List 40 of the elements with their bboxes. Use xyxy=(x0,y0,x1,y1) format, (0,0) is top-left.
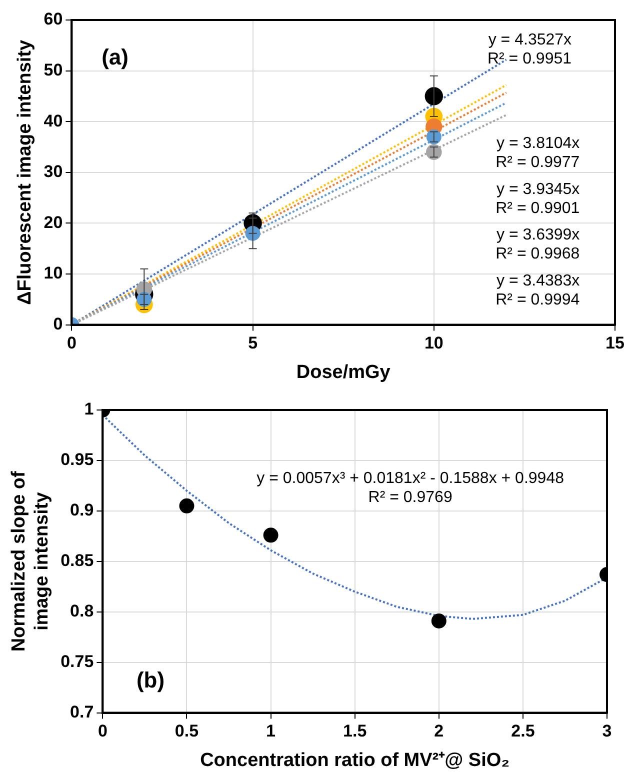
point xyxy=(426,129,442,144)
x-tick-label: 2 xyxy=(434,722,444,741)
annotation: y = 3.4383x R² = 0.9994 xyxy=(496,272,580,308)
y-tick-label: 40 xyxy=(44,111,63,130)
point xyxy=(424,87,444,106)
y-tick-label: 0.8 xyxy=(70,602,94,621)
annotation: y = 0.0057x³ + 0.0181x² - 0.1588x + 0.9948 R² = 0.9769 xyxy=(256,470,564,506)
y-axis-title: Normalized slope of image intensity xyxy=(8,470,52,652)
y-tick-label: 1 xyxy=(84,400,94,419)
y-axis-title: ΔFluorescent image intensity xyxy=(14,40,36,305)
annotation: (b) xyxy=(136,667,165,692)
x-tick-label: 3 xyxy=(602,722,612,741)
annotation: y = 4.3527x R² = 0.9951 xyxy=(487,32,572,68)
annotation: (a) xyxy=(102,44,128,70)
y-tick-label: 30 xyxy=(44,162,63,182)
x-tick-label: 10 xyxy=(424,334,444,353)
x-tick-label: 2.5 xyxy=(511,722,535,741)
x-tick-label: 1 xyxy=(266,722,276,741)
x-tick-label: 5 xyxy=(248,334,258,353)
x-tick-label: 0.5 xyxy=(174,722,199,741)
y-tick-label: 0 xyxy=(53,314,63,334)
point xyxy=(426,144,442,160)
annotation: y = 3.8104x R² = 0.9977 xyxy=(496,135,580,172)
annotation: y = 3.6399x R² = 0.9968 xyxy=(496,226,580,263)
y-tick-label: 10 xyxy=(44,264,63,283)
y-tick-label: 0.95 xyxy=(60,450,94,470)
y-tick-label: 0.7 xyxy=(70,702,94,722)
y-tick-label: 60 xyxy=(44,10,63,29)
y-tick-label: 50 xyxy=(44,60,63,80)
y-tick-label: 0.9 xyxy=(70,500,94,520)
x-tick-label: 0 xyxy=(98,722,108,741)
x-axis-title: Dose/mGy xyxy=(296,362,391,383)
point xyxy=(136,292,152,307)
y-tick-label: 0.85 xyxy=(60,551,94,570)
x-tick-label: 15 xyxy=(606,334,624,353)
y-tick-label: 0.75 xyxy=(60,652,94,672)
annotation: y = 3.9345x R² = 0.9901 xyxy=(496,180,580,217)
y-tick-label: 20 xyxy=(44,212,63,232)
x-axis-title: Concentration ratio of MV²⁺@ SiO₂ xyxy=(200,750,510,771)
x-tick-label: 1.5 xyxy=(343,722,367,741)
